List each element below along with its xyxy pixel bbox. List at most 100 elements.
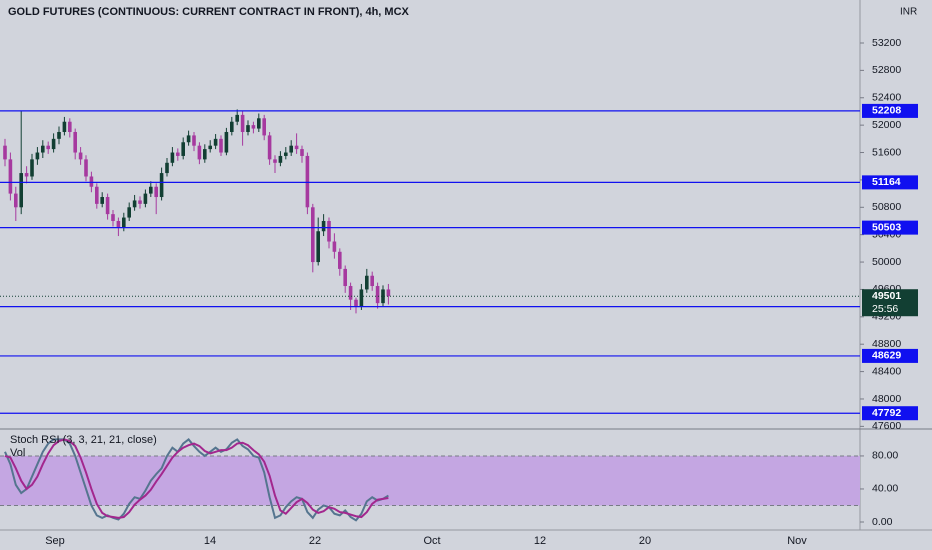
- y-tick-label: 48000: [872, 393, 901, 405]
- candle-body: [375, 286, 380, 304]
- candle-body: [14, 193, 18, 208]
- candle-body: [62, 121, 67, 132]
- candle-body: [240, 114, 245, 132]
- candle-body: [84, 159, 88, 177]
- candle-body: [311, 207, 315, 263]
- y-tick-label: 47600: [872, 420, 901, 432]
- candle-body: [46, 145, 50, 150]
- x-tick-label: 14: [204, 535, 216, 547]
- candle-body: [105, 197, 110, 215]
- level-label-box: [862, 103, 918, 118]
- candle-body: [300, 149, 304, 156]
- candle-body: [262, 118, 266, 136]
- candle-body: [338, 251, 342, 269]
- y-tick-label: 53200: [872, 37, 901, 49]
- candle-body: [230, 121, 234, 132]
- candle-body: [127, 207, 131, 218]
- candle-body: [35, 152, 40, 160]
- level-label: 51164: [872, 176, 901, 188]
- candle-body: [267, 135, 272, 160]
- y-tick-label: 50000: [872, 256, 901, 268]
- y-tick-label: 0.00: [872, 516, 893, 528]
- candle-body: [51, 138, 56, 150]
- candle-body: [321, 220, 326, 232]
- candle-body: [89, 176, 94, 187]
- candle-body: [381, 289, 385, 304]
- candle-body: [24, 173, 29, 177]
- candle-body: [316, 231, 320, 263]
- y-tick-label: 40.00: [872, 483, 898, 495]
- candle-body: [197, 145, 202, 160]
- x-tick-label: Nov: [787, 535, 807, 547]
- level-label-box: [862, 406, 918, 421]
- candle-body: [348, 286, 353, 300]
- candle-body: [154, 186, 158, 198]
- candle-body: [365, 275, 369, 290]
- candle-body: [251, 125, 256, 129]
- candle-body: [273, 159, 277, 163]
- x-tick-label: Sep: [45, 535, 65, 547]
- candle-body: [111, 214, 115, 221]
- candle-body: [327, 220, 331, 242]
- candle-body: [78, 152, 83, 160]
- indicator-line: [4, 438, 389, 519]
- level-label-box: [862, 175, 918, 190]
- candle-body: [8, 159, 13, 194]
- x-tick-label: 22: [309, 535, 321, 547]
- countdown: 25:56: [872, 303, 898, 315]
- level-label-box: [862, 348, 918, 363]
- y-tick-label: 51600: [872, 146, 901, 158]
- candle-body: [332, 241, 337, 252]
- candle-body: [224, 131, 229, 153]
- candle-body: [278, 155, 283, 163]
- candle-body: [68, 121, 72, 132]
- indicator-title: Stoch RSI (3, 3, 21, 21, close): [10, 434, 157, 446]
- candle-body: [294, 145, 299, 150]
- level-label: 48629: [872, 350, 901, 362]
- candle-body: [213, 138, 218, 146]
- candle-body: [170, 152, 175, 163]
- last-price-box: [862, 289, 918, 317]
- x-tick-label: 12: [534, 535, 546, 547]
- band: [0, 455, 860, 506]
- candle-body: [343, 268, 347, 287]
- candle-body: [57, 131, 61, 139]
- candle-body: [246, 125, 250, 132]
- candle-body: [354, 299, 358, 307]
- candle-body: [30, 159, 34, 177]
- candle-body: [186, 135, 191, 143]
- candle-body: [159, 173, 164, 198]
- candle-body: [257, 118, 261, 129]
- level-label: 47792: [872, 407, 901, 419]
- y-tick-label: 52800: [872, 64, 901, 76]
- y-tick-label: 52000: [872, 119, 901, 131]
- candle-body: [235, 114, 239, 122]
- candle-body: [143, 193, 148, 204]
- candle-body: [370, 275, 374, 287]
- candle-body: [73, 131, 77, 153]
- x-tick-label: Oct: [423, 535, 440, 547]
- candle-body: [138, 200, 142, 204]
- candle-body: [19, 173, 23, 208]
- candle-body: [95, 186, 99, 204]
- candle-body: [203, 149, 207, 160]
- candle-body: [192, 135, 196, 146]
- level-label: 50503: [872, 221, 901, 233]
- candle-body: [181, 142, 185, 156]
- x-tick-label: 20: [639, 535, 651, 547]
- last-price-label: 49501: [872, 290, 901, 302]
- y-tick-label: 80.00: [872, 450, 898, 462]
- candle-body: [176, 152, 180, 156]
- y-tick-label: 52400: [872, 92, 901, 104]
- candle-body: [100, 197, 104, 204]
- indicator-line: [4, 438, 389, 522]
- y-tick-label: 50800: [872, 201, 901, 213]
- volume-label: Vol: [10, 447, 25, 459]
- candle-body: [305, 155, 310, 208]
- level-label-box: [862, 220, 918, 235]
- candle-body: [386, 289, 391, 297]
- chart-title: GOLD FUTURES (CONTINUOUS: CURRENT CONTRA…: [8, 6, 410, 18]
- candle-body: [219, 138, 223, 153]
- y-tick-label: 48800: [872, 338, 901, 350]
